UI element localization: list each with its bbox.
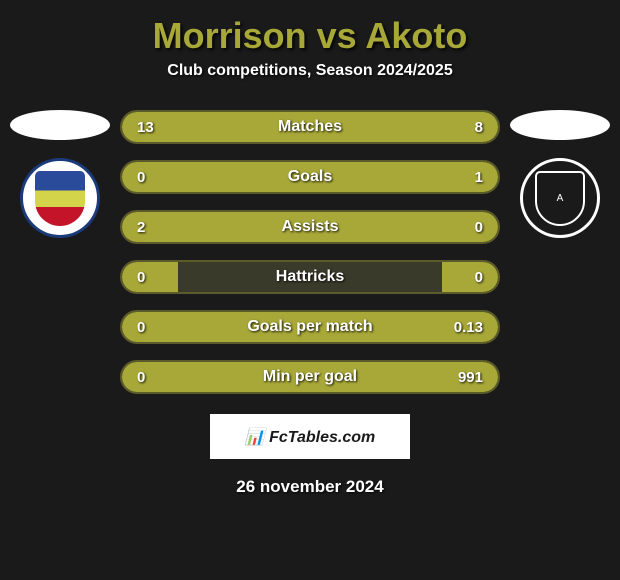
stat-row: 0 991 Min per goal [120,360,500,394]
comparison-title: Morrison vs Akoto [0,0,620,62]
stat-label: Goals [288,168,332,186]
stat-row: 2 0 Assists [120,210,500,244]
stat-bar-left [122,362,178,392]
stat-label: Min per goal [263,368,357,386]
stat-bar-left [122,262,178,292]
stat-label: Hattricks [276,268,344,286]
stat-row: 0 0.13 Goals per match [120,310,500,344]
stat-label: Assists [282,218,339,236]
stat-value-right: 0 [475,219,483,236]
stat-value-right: 991 [458,369,483,386]
stat-row: 0 0 Hattricks [120,260,500,294]
stat-bar-right [178,162,498,192]
tamworth-shield-icon [35,171,85,226]
stat-value-left: 2 [137,219,145,236]
stat-label: Goals per match [247,318,372,336]
stat-value-left: 13 [137,119,154,136]
player-right-photo [510,110,610,140]
stat-label: Matches [278,118,342,136]
comparison-area: 13 8 Matches 0 1 Goals 2 0 Assists 0 0 Hattricks 0 0.… [0,110,620,394]
stat-bar-right [442,212,498,242]
player-right-side: A [510,110,610,238]
watermark: 📊 FcTables.com [210,414,410,459]
stats-column: 13 8 Matches 0 1 Goals 2 0 Assists 0 0 Hattricks 0 0.… [120,110,500,394]
club-badge-left [20,158,100,238]
stat-bar-right [442,262,498,292]
stat-value-right: 0.13 [454,319,483,336]
stat-value-right: 0 [475,269,483,286]
player-left-side [10,110,110,238]
stat-value-left: 0 [137,369,145,386]
stat-row: 13 8 Matches [120,110,500,144]
stat-value-right: 8 [475,119,483,136]
academico-shield-icon: A [535,171,585,226]
comparison-date: 26 november 2024 [0,477,620,497]
stat-value-left: 0 [137,269,145,286]
stat-value-left: 0 [137,169,145,186]
club-badge-right: A [520,158,600,238]
player-left-photo [10,110,110,140]
stat-value-left: 0 [137,319,145,336]
stat-bar-left [122,162,178,192]
stat-row: 0 1 Goals [120,160,500,194]
comparison-subtitle: Club competitions, Season 2024/2025 [0,62,620,80]
stat-value-right: 1 [475,169,483,186]
stat-bar-left [122,312,178,342]
